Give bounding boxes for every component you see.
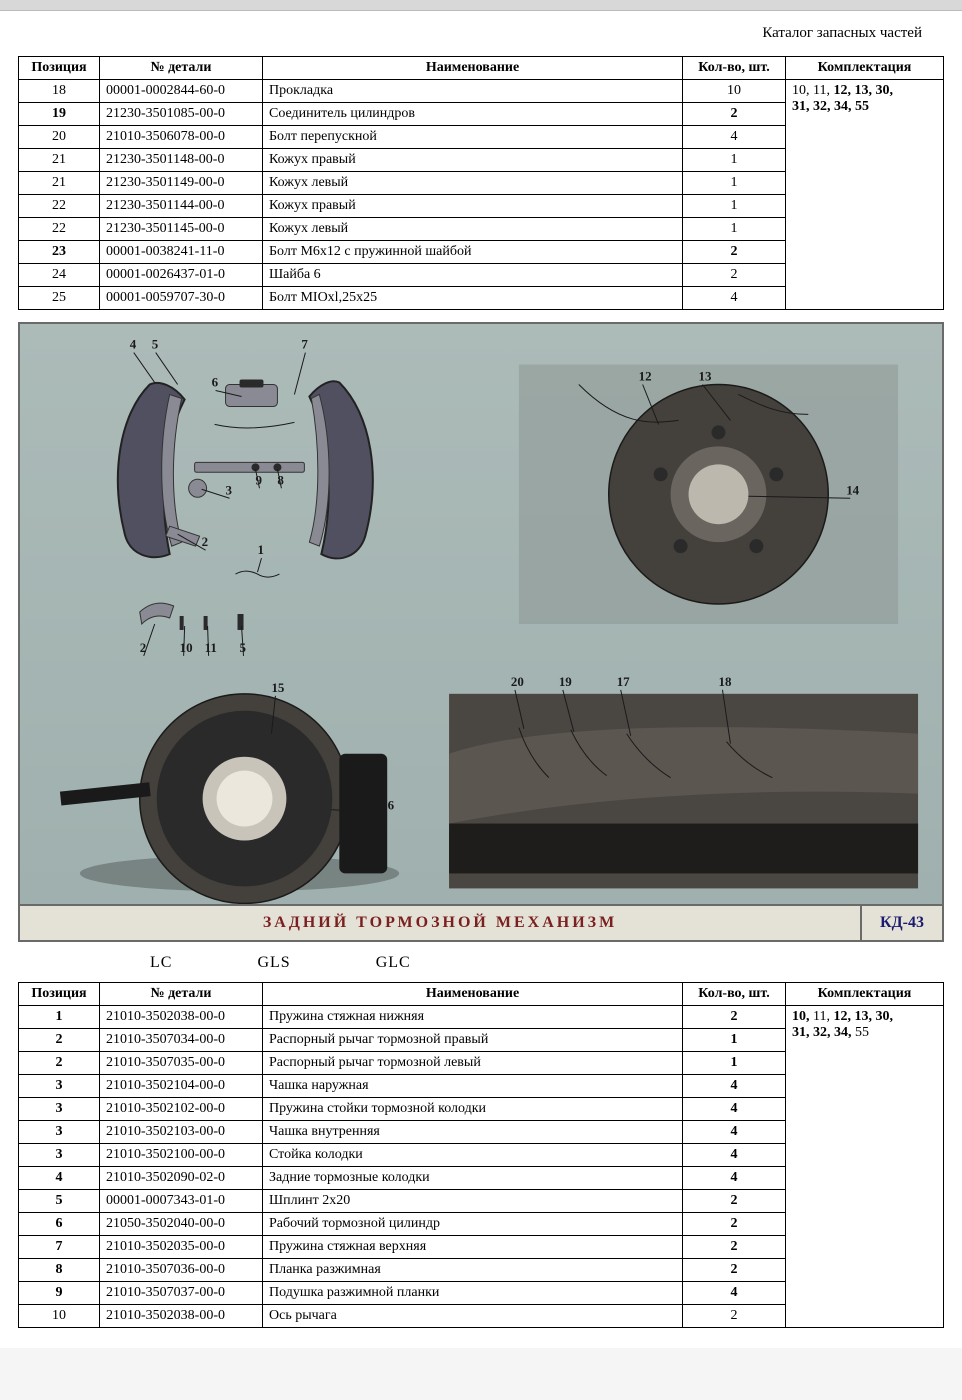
callout-number: 11 (205, 640, 217, 655)
th-name: Наименование (263, 57, 683, 80)
callout-number: 2 (202, 534, 208, 549)
callout-number: 14 (846, 482, 859, 497)
variant: LC (150, 954, 172, 972)
th-name: Наименование (263, 983, 683, 1006)
callout-number: 7 (301, 337, 308, 352)
table-row: 121010-3502038-00-0Пружина стяжная нижня… (19, 1006, 944, 1029)
callout-number: 5 (152, 337, 159, 352)
th-num: № детали (100, 57, 263, 80)
callout-number: 1 (257, 542, 263, 557)
callout-number: 17 (617, 674, 630, 689)
table-row: 1800001-0002844-60-0Прокладка1010, 11, 1… (19, 80, 944, 103)
variant-row: LC GLS GLC (0, 948, 962, 982)
th-num: № детали (100, 983, 263, 1006)
callout-number: 5 (240, 640, 247, 655)
th-pos: Позиция (19, 57, 100, 80)
callout-number: 15 (271, 680, 284, 695)
callout-number: 8 (277, 472, 284, 487)
diagram-code: КД-43 (860, 906, 942, 940)
callout-number: 10 (180, 640, 193, 655)
parts-table-2: Позиция № детали Наименование Кол-во, шт… (18, 982, 944, 1328)
callout-number: 16 (381, 798, 394, 813)
variant: GLC (376, 954, 411, 972)
diagram-title: ЗАДНИЙ ТОРМОЗНОЙ МЕХАНИЗМ (20, 906, 860, 940)
th-kit: Комплектация (786, 57, 944, 80)
th-pos: Позиция (19, 983, 100, 1006)
callout-number: 13 (699, 369, 712, 384)
callout-number: 18 (718, 674, 731, 689)
kit-cell: 10, 11, 12, 13, 30,31, 32, 34, 55 (786, 80, 944, 310)
callout-number: 3 (226, 482, 233, 497)
brake-diagram: 457639821210115121314151620191718 (20, 324, 942, 904)
callout-number: 4 (130, 337, 137, 352)
callout-number: 20 (511, 674, 524, 689)
diagram-panel: 457639821210115121314151620191718 ЗАДНИЙ… (18, 322, 944, 942)
th-qty: Кол-во, шт. (683, 57, 786, 80)
window-topbar (0, 0, 962, 11)
parts-table-1: Позиция № детали Наименование Кол-во, шт… (18, 56, 944, 310)
th-kit: Комплектация (786, 983, 944, 1006)
page-header: Каталог запасных частей (0, 11, 962, 56)
callout-number: 2 (140, 640, 146, 655)
callout-number: 19 (559, 674, 572, 689)
callout-number: 6 (212, 374, 219, 389)
kit-cell: 10, 11, 12, 13, 30,31, 32, 34, 55 (786, 1006, 944, 1328)
callout-number: 9 (255, 472, 262, 487)
variant: GLS (257, 954, 290, 972)
th-qty: Кол-во, шт. (683, 983, 786, 1006)
callout-number: 12 (639, 369, 652, 384)
